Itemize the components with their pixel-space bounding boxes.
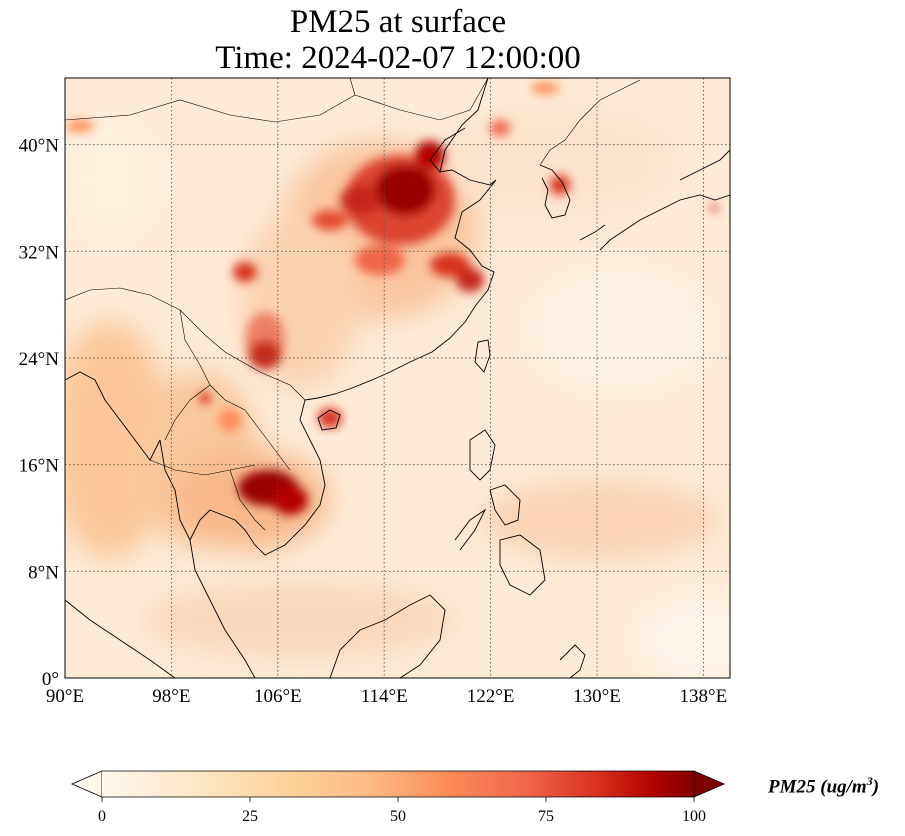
lon-tick-label: 138°E (680, 686, 728, 707)
colorbar-label: PM25 (ug/m3) (768, 774, 880, 798)
colorbar-tick-label: 50 (390, 808, 406, 825)
colorbar-tick-label: 25 (242, 808, 258, 825)
lat-tick-label: 32°N (19, 242, 60, 263)
map-title: PM25 at surface (289, 4, 507, 40)
lon-tick-label: 106°E (254, 686, 302, 707)
lon-tick-label: 98°E (152, 686, 190, 707)
colorbar: 0 25 50 75 100 (70, 770, 726, 825)
colorbar-gradient (102, 771, 694, 797)
lat-tick-label: 40°N (19, 136, 60, 157)
colorbar-extend-min (70, 770, 103, 798)
gridlines (65, 78, 730, 678)
lon-tick-label: 114°E (361, 686, 408, 707)
colorbar-tick-label: 0 (98, 808, 106, 825)
map-frame (64, 77, 731, 679)
country-borders (65, 78, 641, 531)
lon-tick-labels: 90°E 98°E 106°E 114°E 122°E 130°E 138°E (46, 686, 727, 707)
lat-tick-label: 24°N (19, 349, 60, 370)
colorbar-tick-label: 100 (682, 808, 706, 825)
lon-tick-label: 122°E (467, 686, 515, 707)
lon-tick-label: 130°E (573, 686, 621, 707)
pm25-field (65, 78, 730, 678)
lat-tick-label: 16°N (19, 456, 60, 477)
map-subtitle-time: Time: 2024-02-07 12:00:00 (215, 40, 581, 76)
colorbar-extend-max (693, 770, 726, 798)
lon-tick-label: 90°E (46, 686, 84, 707)
lat-tick-labels: 0° 8°N 16°N 24°N 32°N 40°N (19, 136, 60, 690)
pm25-hotspots (66, 82, 718, 515)
colorbar-tick-label: 75 (538, 808, 554, 825)
lat-tick-label: 0° (42, 669, 59, 690)
colorbar-ticks: 0 25 50 75 100 (98, 797, 706, 825)
lat-tick-label: 8°N (28, 562, 59, 583)
coastlines (65, 78, 730, 678)
